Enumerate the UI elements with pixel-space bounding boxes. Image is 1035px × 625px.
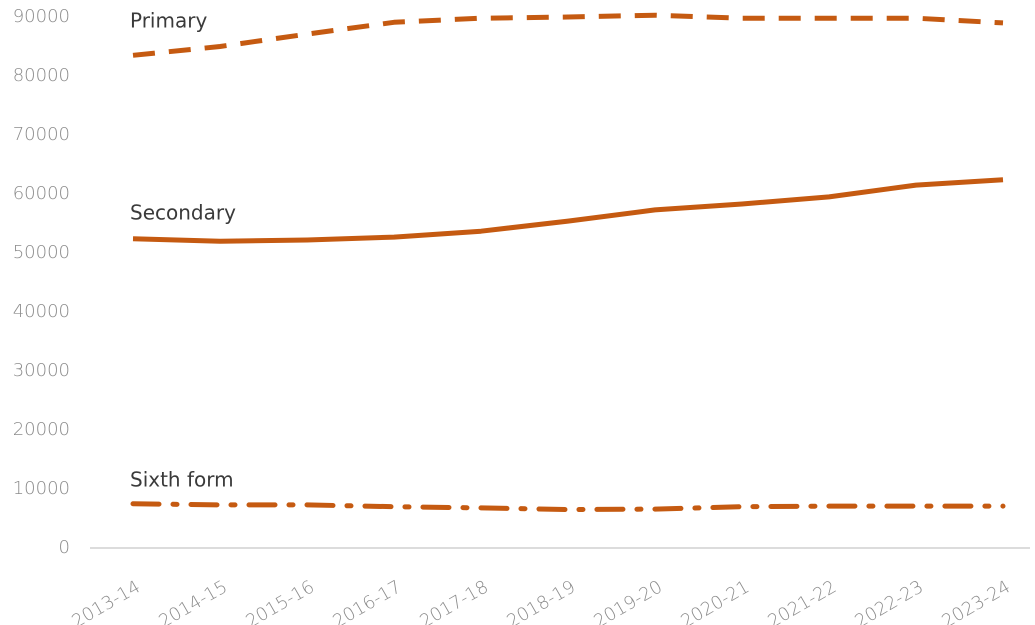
x-tick-label: 2017-18 [416, 576, 492, 625]
x-tick-label: 2023-24 [938, 576, 1014, 625]
series-line [132, 12, 1004, 58]
y-tick-label: 20000 [13, 419, 70, 440]
series-label: Primary [130, 9, 207, 33]
y-tick-label: 10000 [13, 478, 70, 499]
y-tick-label: 50000 [13, 242, 70, 263]
x-tick-label: 2021-22 [764, 576, 840, 625]
x-tick-label: 2019-20 [590, 576, 666, 625]
x-tick-label: 2014-15 [155, 576, 231, 625]
y-tick-label: 80000 [13, 65, 70, 86]
x-tick-label: 2018-19 [503, 576, 579, 625]
y-tick-label: 60000 [13, 183, 70, 204]
series-line [130, 501, 1006, 513]
x-tick-label: 2015-16 [242, 576, 318, 625]
x-tick-label: 2016-17 [329, 576, 405, 625]
x-tick-label: 2013-14 [68, 576, 144, 625]
y-tick-label: 70000 [13, 124, 70, 145]
y-tick-label: 0 [59, 537, 70, 558]
x-tick-label: 2020-21 [677, 576, 753, 625]
y-tick-label: 40000 [13, 301, 70, 322]
y-tick-label: 30000 [13, 360, 70, 381]
series-label: Sixth form [130, 468, 234, 492]
series-line [132, 177, 1004, 244]
series-label: Secondary [130, 201, 236, 225]
y-tick-label: 90000 [13, 6, 70, 27]
x-tick-label: 2022-23 [851, 576, 927, 625]
